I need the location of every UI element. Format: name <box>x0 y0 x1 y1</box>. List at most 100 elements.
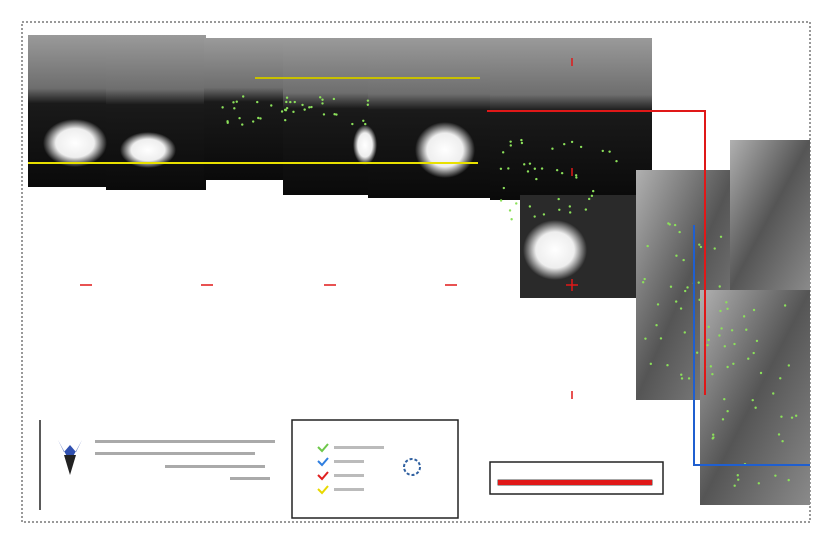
feature-point <box>655 324 657 326</box>
feature-point <box>674 224 676 226</box>
feature-point <box>791 416 793 418</box>
feature-point <box>286 107 288 109</box>
feature-point <box>754 407 756 409</box>
feature-point <box>333 113 335 115</box>
feature-point <box>362 120 364 122</box>
feature-point <box>286 97 288 99</box>
feature-point <box>719 285 721 287</box>
legend-label <box>334 488 364 491</box>
feature-point <box>509 140 511 142</box>
feature-point <box>706 344 708 346</box>
feature-point <box>563 143 565 145</box>
feature-point <box>535 178 537 180</box>
feature-point <box>527 170 529 172</box>
feature-point <box>351 123 353 125</box>
feature-point <box>270 104 272 106</box>
feature-point <box>289 101 291 103</box>
feature-point <box>684 331 686 333</box>
feature-point <box>643 278 645 280</box>
legend-label <box>334 460 364 463</box>
feature-point <box>557 198 559 200</box>
feature-point <box>698 243 700 245</box>
feature-point <box>321 99 323 101</box>
feature-point <box>364 123 366 125</box>
feature-point <box>726 366 728 368</box>
feature-point <box>533 215 535 217</box>
feature-point <box>678 231 680 233</box>
feature-point <box>575 174 577 176</box>
feature-point <box>529 205 531 207</box>
feature-point <box>310 106 312 108</box>
feature-point <box>680 374 682 376</box>
feature-point <box>592 190 594 192</box>
scale-box <box>490 462 663 494</box>
feature-point <box>569 211 571 213</box>
feature-point <box>708 326 710 328</box>
feature-point <box>778 433 780 435</box>
feature-point <box>257 117 259 119</box>
feature-point <box>569 205 571 207</box>
legend-box <box>292 420 458 518</box>
feature-point <box>500 168 502 170</box>
feature-point <box>752 399 754 401</box>
feature-point <box>657 303 659 305</box>
feature-point <box>333 98 335 100</box>
feature-point <box>714 247 716 249</box>
feature-point <box>675 255 677 257</box>
feature-point <box>221 106 223 108</box>
feature-point <box>292 111 294 113</box>
feature-point <box>551 148 553 150</box>
feature-point <box>686 286 688 288</box>
feature-point <box>575 176 577 178</box>
title-block <box>38 420 286 512</box>
feature-point <box>585 208 587 210</box>
feature-point <box>788 364 790 366</box>
feature-point <box>725 301 727 303</box>
feature-point <box>772 392 774 394</box>
feature-point <box>227 122 229 124</box>
feature-point <box>669 223 671 225</box>
feature-point <box>303 108 305 110</box>
feature-point <box>684 290 686 292</box>
feature-point <box>646 245 648 247</box>
feature-point <box>558 209 560 211</box>
feature-point <box>232 101 234 103</box>
feature-point <box>242 95 244 97</box>
feature-point <box>707 339 709 341</box>
feature-point <box>719 310 721 312</box>
feature-point <box>571 141 573 143</box>
feature-point <box>698 299 700 301</box>
scale-bar-fill <box>498 480 652 485</box>
feature-point <box>580 146 582 148</box>
feature-point <box>726 410 728 412</box>
feature-point <box>680 307 682 309</box>
feature-point <box>696 352 698 354</box>
feature-point <box>523 163 525 165</box>
feature-point <box>747 357 749 359</box>
feature-point <box>718 334 720 336</box>
feature-point <box>319 96 321 98</box>
feature-point <box>700 246 702 248</box>
feature-point <box>780 416 782 418</box>
feature-point <box>720 327 722 329</box>
feature-point <box>675 300 677 302</box>
feature-point <box>642 281 644 283</box>
feature-point <box>233 107 235 109</box>
feature-point <box>507 167 509 169</box>
feature-point <box>252 120 254 122</box>
feature-point <box>591 195 593 197</box>
feature-point <box>510 218 512 220</box>
feature-point <box>238 117 240 119</box>
feature-point <box>503 187 505 189</box>
feature-point <box>259 117 261 119</box>
feature-point <box>602 150 604 152</box>
feature-point <box>698 281 700 283</box>
feature-point <box>724 345 726 347</box>
feature-point <box>712 436 714 438</box>
feature-point <box>737 479 739 481</box>
feature-point <box>732 363 734 365</box>
feature-point <box>753 309 755 311</box>
feature-point <box>650 363 652 365</box>
feature-point <box>308 106 310 108</box>
feature-point <box>733 485 735 487</box>
